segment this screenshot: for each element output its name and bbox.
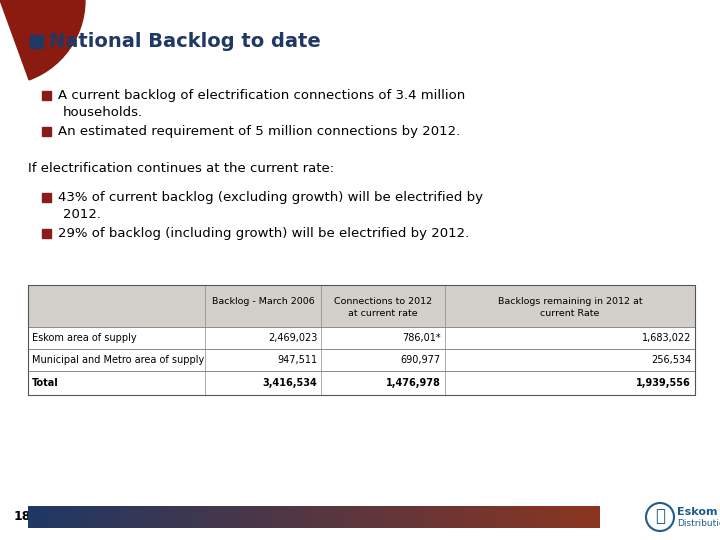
Text: 947,511: 947,511 [277,355,318,365]
Text: Connections to 2012: Connections to 2012 [334,296,432,306]
Text: Backlog - March 2006: Backlog - March 2006 [212,296,315,306]
Bar [28,327,695,349]
Bar [42,228,51,238]
Text: 1,476,978: 1,476,978 [386,378,441,388]
Text: Eskom area of supply: Eskom area of supply [32,333,137,343]
Text: current Rate: current Rate [540,309,600,319]
Bar [28,371,695,395]
Text: Backlogs remaining in 2012 at: Backlogs remaining in 2012 at [498,296,642,306]
Text: at current rate: at current rate [348,309,418,319]
Text: 690,977: 690,977 [401,355,441,365]
Wedge shape [0,0,85,80]
Text: National Backlog to date: National Backlog to date [49,32,320,51]
Text: 256,534: 256,534 [651,355,691,365]
Text: Eskom: Eskom [677,507,718,517]
Text: If electrification continues at the current rate:: If electrification continues at the curr… [28,163,334,176]
Bar [42,126,51,136]
Text: 3,416,534: 3,416,534 [263,378,318,388]
Text: Total: Total [32,378,59,388]
Bar [28,285,695,327]
Text: 29% of backlog (including growth) will be electrified by 2012.: 29% of backlog (including growth) will b… [58,226,469,240]
Text: Ⓔ: Ⓔ [655,507,665,525]
Bar [42,91,51,99]
Bar [28,285,695,395]
Text: A current backlog of electrification connections of 3.4 million: A current backlog of electrification con… [58,89,465,102]
Text: An estimated requirement of 5 million connections by 2012.: An estimated requirement of 5 million co… [58,125,460,138]
Bar [42,192,51,201]
Text: 43% of current backlog (excluding growth) will be electrified by: 43% of current backlog (excluding growth… [58,191,483,204]
Text: 1,939,556: 1,939,556 [636,378,691,388]
Bar [30,35,43,48]
Text: 18: 18 [14,510,32,523]
Text: households.: households. [63,105,143,118]
Text: 2,469,023: 2,469,023 [268,333,318,343]
Text: 786,01*: 786,01* [402,333,441,343]
Text: 1,683,022: 1,683,022 [642,333,691,343]
Bar [28,349,695,371]
Text: Distribution: Distribution [677,519,720,529]
Text: 2012.: 2012. [63,207,101,220]
Text: Municipal and Metro area of supply: Municipal and Metro area of supply [32,355,204,365]
